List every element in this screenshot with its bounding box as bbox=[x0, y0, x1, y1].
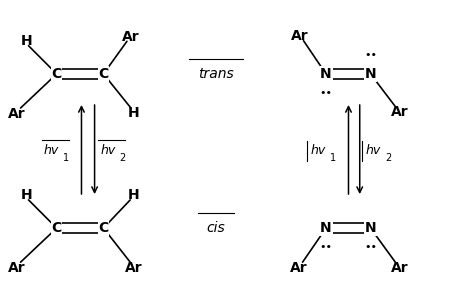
Text: N: N bbox=[320, 67, 332, 81]
Text: H: H bbox=[21, 188, 33, 202]
Text: H: H bbox=[128, 188, 140, 202]
Text: ••: •• bbox=[364, 50, 377, 60]
Text: Ar: Ar bbox=[391, 105, 409, 120]
Text: hv: hv bbox=[311, 144, 326, 158]
Text: Ar: Ar bbox=[290, 261, 308, 275]
Text: Ar: Ar bbox=[8, 261, 26, 275]
Text: hv: hv bbox=[366, 144, 381, 158]
Text: ••: •• bbox=[364, 242, 377, 252]
Text: Ar: Ar bbox=[391, 261, 409, 275]
Text: ••: •• bbox=[319, 88, 332, 98]
Text: C: C bbox=[99, 67, 109, 81]
Text: N: N bbox=[365, 67, 376, 81]
Text: 1: 1 bbox=[63, 153, 69, 162]
Text: C: C bbox=[52, 221, 62, 235]
Text: 1: 1 bbox=[330, 153, 337, 162]
Text: cis: cis bbox=[207, 221, 225, 235]
Text: Ar: Ar bbox=[122, 30, 139, 44]
Text: 2: 2 bbox=[385, 153, 391, 162]
Text: N: N bbox=[320, 221, 332, 235]
Text: hv: hv bbox=[44, 144, 59, 158]
Text: Ar: Ar bbox=[8, 107, 26, 121]
Text: C: C bbox=[52, 67, 62, 81]
Text: 2: 2 bbox=[119, 153, 126, 162]
Text: H: H bbox=[21, 34, 33, 48]
Text: trans: trans bbox=[198, 67, 234, 81]
Text: ••: •• bbox=[319, 242, 332, 252]
Text: hv: hv bbox=[100, 144, 116, 158]
Text: Ar: Ar bbox=[291, 29, 309, 43]
Text: Ar: Ar bbox=[125, 261, 143, 275]
Text: N: N bbox=[365, 221, 376, 235]
Text: H: H bbox=[128, 106, 140, 120]
Text: C: C bbox=[99, 221, 109, 235]
